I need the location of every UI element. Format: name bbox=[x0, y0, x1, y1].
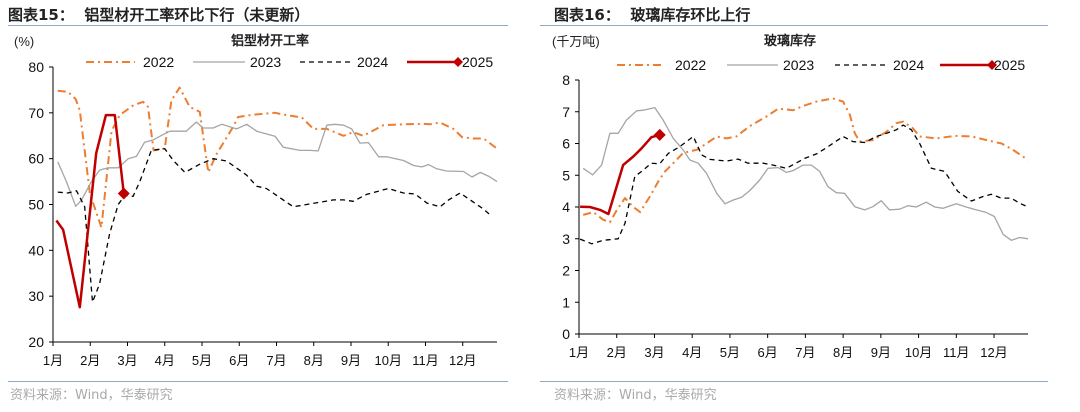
x-tick-label: 10月 bbox=[375, 353, 402, 368]
aluminum-profile-operating-rate-chart: 铝型材开工率 (%) 20 30 40 50 60 70 80 1月 2月 3月 4月 5月 6月 7月 8月 9… bbox=[14, 33, 498, 368]
x-tick-label: 5月 bbox=[720, 345, 740, 360]
legend-diamond-marker bbox=[987, 60, 997, 70]
series-line-2023 bbox=[57, 121, 498, 207]
y-tick-label: 40 bbox=[28, 242, 44, 258]
x-tick-label: 12月 bbox=[980, 345, 1007, 360]
latest-point-diamond-marker bbox=[117, 187, 130, 200]
y-tick-label: 30 bbox=[28, 288, 44, 304]
y-tick-label: 50 bbox=[28, 197, 44, 213]
legend-diamond-marker bbox=[453, 57, 463, 67]
series-line-2025 bbox=[580, 133, 661, 216]
x-tick-label: 1月 bbox=[43, 353, 63, 368]
x-tick-label: 11月 bbox=[412, 353, 439, 368]
y-axis-unit-label: (千万吨) bbox=[552, 34, 600, 49]
y-tick-label: 60 bbox=[28, 151, 44, 167]
x-tick-label: 9月 bbox=[341, 353, 361, 368]
series-line-2024 bbox=[57, 147, 493, 303]
y-tick-label: 6 bbox=[562, 136, 570, 152]
legend-label-2023: 2023 bbox=[783, 57, 814, 73]
legend-label-2025: 2025 bbox=[462, 54, 493, 70]
series-line-2022 bbox=[582, 97, 1029, 224]
y-tick-label: 8 bbox=[562, 72, 570, 88]
chart-title: 玻璃库存 bbox=[764, 33, 816, 48]
x-tick-label: 1月 bbox=[569, 345, 589, 360]
x-tick-label: 8月 bbox=[833, 345, 853, 360]
x-tick-label: 11月 bbox=[943, 345, 970, 360]
source-divider bbox=[8, 381, 508, 382]
x-tick-label: 2月 bbox=[80, 353, 100, 368]
chart-title: 铝型材开工率 bbox=[231, 33, 309, 48]
y-tick-label: 4 bbox=[562, 199, 570, 215]
figure-title: 图表15： 铝型材开工率环比下行（未更新） bbox=[8, 6, 310, 24]
x-tick-label: 6月 bbox=[229, 353, 249, 368]
x-tick-label: 10月 bbox=[905, 345, 932, 360]
x-tick-label: 3月 bbox=[117, 353, 137, 368]
y-tick-label: 70 bbox=[28, 105, 44, 121]
title-divider bbox=[540, 25, 1048, 26]
y-tick-label: 80 bbox=[28, 59, 44, 75]
latest-point-diamond-marker bbox=[653, 128, 666, 141]
series-line-2025 bbox=[55, 113, 126, 309]
x-tick-label: 3月 bbox=[644, 345, 664, 360]
x-tick-label: 7月 bbox=[266, 353, 286, 368]
source-note: 资料来源：Wind，华泰研究 bbox=[10, 388, 173, 403]
glass-inventory-chart: 玻璃库存 (千万吨) 0 1 2 3 4 5 6 7 8 1月 2月 3月 4月 5月 6月 7月 8月 9月 10月 1… bbox=[552, 33, 1029, 360]
x-tick-label: 12月 bbox=[449, 353, 476, 368]
left-figure-panel: 图表15： 铝型材开工率环比下行（未更新） 铝型材开工率 (%) 20 30 40 50 6… bbox=[0, 0, 530, 412]
legend-label-2023: 2023 bbox=[250, 54, 281, 70]
y-tick-label: 5 bbox=[562, 167, 570, 183]
x-tick-label: 6月 bbox=[758, 345, 778, 360]
y-tick-label: 0 bbox=[562, 326, 570, 342]
legend-label-2024: 2024 bbox=[357, 54, 388, 70]
right-figure-panel: 图表16： 玻璃库存环比上行 玻璃库存 (千万吨) 0 1 2 3 4 5 6 7 8 1月 2月 3月 4… bbox=[540, 0, 1070, 412]
x-tick-label: 8月 bbox=[304, 353, 324, 368]
y-tick-label: 7 bbox=[562, 104, 570, 120]
figure-title: 图表16： 玻璃库存环比上行 bbox=[554, 6, 751, 24]
y-tick-label: 2 bbox=[562, 263, 570, 279]
y-tick-label: 20 bbox=[28, 334, 44, 350]
legend-label-2022: 2022 bbox=[675, 57, 706, 73]
legend-label-2022: 2022 bbox=[143, 54, 174, 70]
x-tick-label: 5月 bbox=[192, 353, 212, 368]
x-tick-label: 7月 bbox=[795, 345, 815, 360]
series-line-2023 bbox=[582, 106, 1029, 241]
legend-label-2025: 2025 bbox=[994, 57, 1025, 73]
x-tick-label: 2月 bbox=[607, 345, 627, 360]
y-tick-label: 1 bbox=[562, 294, 570, 310]
series-line-2022 bbox=[57, 86, 498, 229]
legend-label-2024: 2024 bbox=[893, 57, 924, 73]
x-tick-label: 4月 bbox=[682, 345, 702, 360]
y-axis-unit-label: (%) bbox=[14, 34, 34, 49]
title-divider bbox=[8, 25, 508, 26]
y-tick-label: 3 bbox=[562, 231, 570, 247]
x-tick-label: 4月 bbox=[155, 353, 175, 368]
x-tick-label: 9月 bbox=[871, 345, 891, 360]
source-note: 资料来源：Wind，华泰研究 bbox=[554, 388, 717, 403]
source-divider bbox=[540, 381, 1048, 382]
